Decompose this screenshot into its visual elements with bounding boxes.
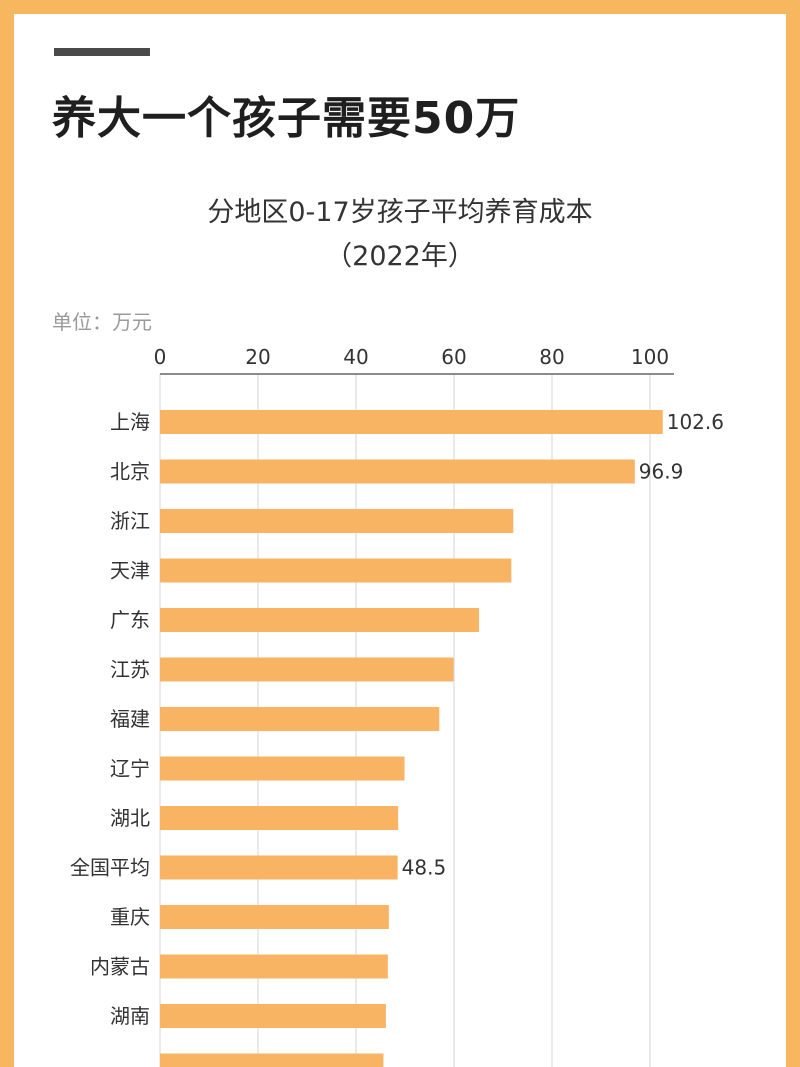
infographic-card: 养大一个孩子需要50万 分地区0-17岁孩子平均养育成本 （2022年） 单位：… xyxy=(14,14,786,1067)
headline: 养大一个孩子需要50万 xyxy=(52,93,521,144)
unit-label: 单位：万元 xyxy=(52,310,152,334)
bar xyxy=(160,806,399,830)
bar xyxy=(160,855,398,880)
data-label: 48.5 xyxy=(402,856,447,880)
bar xyxy=(160,410,663,434)
chart-subtitle: （2022年） xyxy=(325,241,475,272)
bar-chart: 0 20 40 60 80 100 上海 102.6 北京 96.9 浙江天津广东江苏福建辽宁湖北全… xyxy=(70,345,724,1067)
bar xyxy=(160,558,512,583)
category-label: 福建 xyxy=(110,707,150,731)
category-label: 上海 xyxy=(110,410,150,434)
x-tick-label: 60 xyxy=(441,345,466,369)
category-label: 内蒙古 xyxy=(90,955,150,979)
bar xyxy=(160,954,388,979)
bar xyxy=(160,1004,386,1028)
accent-bar xyxy=(54,48,150,56)
category-label: 重庆 xyxy=(110,905,150,929)
category-label: 江苏 xyxy=(110,658,150,682)
bar-cropped xyxy=(160,1053,384,1067)
bar xyxy=(160,905,389,929)
category-label: 浙江 xyxy=(110,509,150,533)
bar xyxy=(160,657,454,682)
x-tick-label: 100 xyxy=(631,345,669,369)
category-label: 湖南 xyxy=(110,1004,150,1028)
data-label: 102.6 xyxy=(667,410,724,434)
bar xyxy=(160,459,635,484)
bar xyxy=(160,756,405,781)
bar xyxy=(160,707,440,731)
x-tick-label: 0 xyxy=(154,345,167,369)
x-tick-label: 80 xyxy=(539,345,564,369)
category-label: 湖北 xyxy=(110,806,150,830)
data-label: 96.9 xyxy=(639,460,684,484)
x-tick-label: 40 xyxy=(343,345,368,369)
category-label: 辽宁 xyxy=(110,757,150,781)
bar xyxy=(160,608,479,632)
category-label: 天津 xyxy=(110,559,150,583)
chart-title: 分地区0-17岁孩子平均养育成本 xyxy=(207,197,593,228)
x-tick-label: 20 xyxy=(245,345,270,369)
bar xyxy=(160,509,514,533)
category-label: 全国平均 xyxy=(70,856,150,880)
category-label: 北京 xyxy=(110,460,150,484)
category-label: 广东 xyxy=(110,608,150,632)
